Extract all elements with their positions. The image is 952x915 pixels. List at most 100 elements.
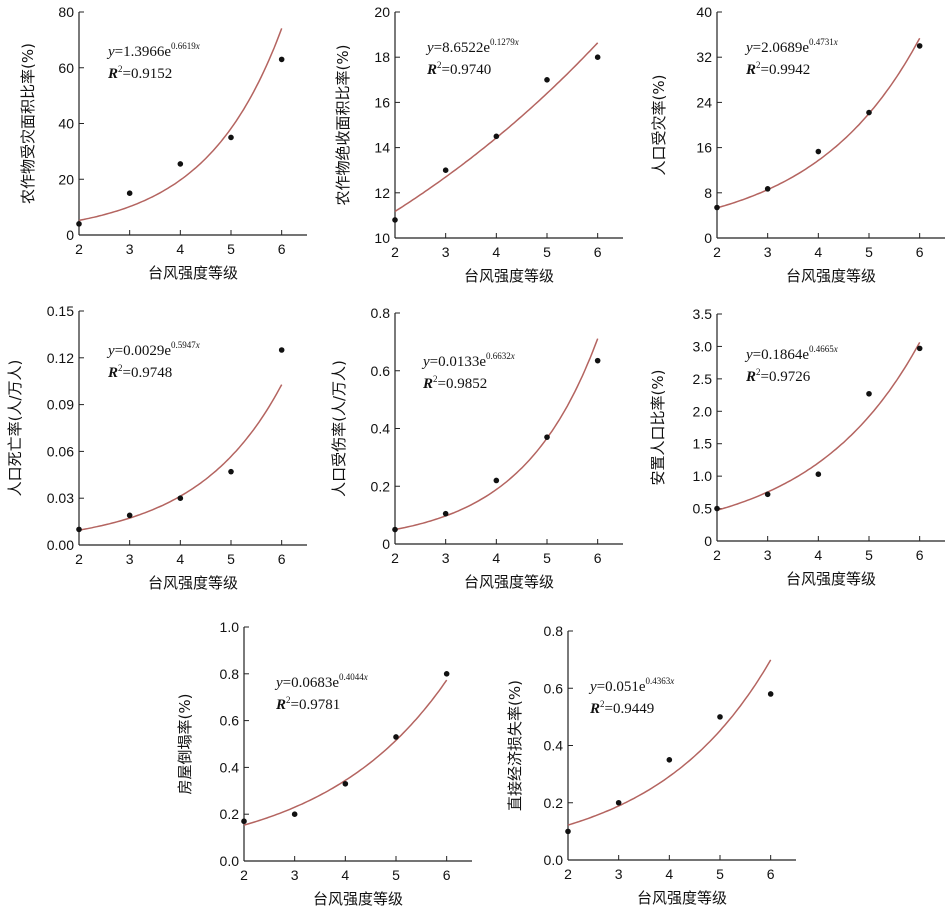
- y-tick-label: 0.00: [47, 537, 74, 553]
- y-tick-label: 14: [374, 140, 390, 156]
- x-tick-label: 4: [665, 866, 673, 882]
- r-squared-label: R2=0.9781: [275, 695, 340, 713]
- x-tick-label: 5: [227, 551, 235, 567]
- fit-curve: [243, 679, 448, 826]
- data-point: [342, 780, 349, 787]
- y-tick-label: 3.5: [693, 306, 713, 322]
- x-axis-title: 台风强度等级: [464, 573, 554, 591]
- y-axis-title: 人口死亡率(人/万人): [6, 360, 24, 497]
- fit-equation: y=0.0029e0.5947x: [106, 340, 200, 359]
- fit-curve: [394, 42, 599, 213]
- y-tick-label: 24: [696, 94, 712, 110]
- x-tick-label: 5: [716, 866, 724, 882]
- data-point: [714, 505, 720, 512]
- y-tick-label: 0: [66, 227, 74, 243]
- y-tick-label: 0.8: [544, 623, 564, 639]
- x-tick-label: 3: [764, 244, 772, 260]
- fit-equation: y=2.0689e0.4731x: [744, 37, 838, 56]
- x-tick-label: 6: [594, 244, 602, 260]
- y-tick-label: 0: [704, 533, 712, 549]
- y-tick-label: 0.06: [47, 443, 74, 459]
- fit-curve: [716, 342, 921, 512]
- y-tick-label: 0.6: [544, 680, 564, 696]
- x-tick-label: 4: [492, 244, 500, 260]
- x-tick-label: 6: [278, 241, 286, 257]
- y-tick-label: 16: [696, 140, 712, 156]
- y-tick-label: 0.6: [371, 363, 391, 379]
- data-point: [228, 468, 234, 475]
- x-tick-label: 2: [391, 550, 399, 566]
- x-tick-label: 6: [767, 866, 775, 882]
- y-axis-title: 农作物受灾面积比率(%): [19, 43, 37, 204]
- data-point: [177, 161, 184, 167]
- data-point: [815, 148, 822, 155]
- x-tick-label: 5: [227, 241, 235, 257]
- x-axis-title: 台风强度等级: [148, 264, 238, 282]
- data-point: [594, 357, 601, 364]
- y-tick-label: 2.5: [693, 371, 713, 387]
- y-tick-label: 0.2: [220, 806, 240, 822]
- x-tick-label: 3: [126, 551, 134, 567]
- data-point: [544, 434, 550, 440]
- r-squared-label: R2=0.9740: [426, 60, 491, 78]
- data-point: [866, 390, 872, 397]
- y-tick-label: 0.8: [371, 305, 391, 321]
- x-tick-label: 5: [865, 547, 873, 563]
- r-squared-label: R2=0.9449: [589, 699, 654, 717]
- y-tick-label: 40: [696, 4, 712, 20]
- data-point: [392, 217, 398, 223]
- fit-curve: [716, 37, 921, 209]
- x-tick-label: 5: [865, 244, 873, 260]
- y-tick-label: 1.0: [693, 468, 713, 484]
- data-point: [126, 512, 133, 519]
- y-tick-label: 12: [374, 185, 390, 201]
- chart-panel-6: 0 0.5 1.0 1.5 2.0 2.5 3.0 3.5 2 3 4 5 6 台风强度等级 安置人口比率(…: [649, 306, 945, 588]
- fit-curve: [567, 659, 772, 826]
- data-point: [278, 347, 285, 353]
- x-tick-label: 3: [442, 550, 450, 566]
- y-tick-label: 0.4: [371, 421, 391, 437]
- x-tick-label: 2: [713, 244, 721, 260]
- x-tick-label: 2: [75, 241, 83, 257]
- r-squared-label: R2=0.9942: [745, 60, 810, 78]
- data-point: [76, 526, 82, 533]
- x-tick-label: 3: [291, 867, 299, 883]
- x-tick-label: 5: [543, 550, 551, 566]
- x-tick-label: 6: [594, 550, 602, 566]
- x-tick-label: 4: [341, 867, 349, 883]
- chart-panel-5: 0 0.2 0.4 0.6 0.8 2 3 4 5 6 台风强度等级 人口受伤率(人/万人) y=0.0…: [330, 305, 623, 591]
- y-tick-label: 1.5: [693, 436, 713, 452]
- y-tick-label: 40: [58, 116, 74, 132]
- r-squared-label: R2=0.9152: [107, 64, 172, 82]
- y-tick-label: 2.0: [693, 403, 713, 419]
- y-axis-title: 人口受伤率(人/万人): [330, 360, 348, 497]
- data-point: [278, 56, 285, 63]
- y-tick-label: 16: [374, 94, 390, 110]
- y-tick-label: 0.4: [544, 738, 564, 754]
- data-point: [493, 477, 500, 484]
- x-tick-label: 4: [176, 241, 184, 257]
- data-point: [615, 799, 622, 806]
- data-point: [392, 526, 398, 533]
- y-tick-label: 10: [374, 230, 390, 246]
- x-axis-title: 台风强度等级: [637, 889, 727, 907]
- fit-equation: y=0.1864e0.4665x: [744, 344, 838, 363]
- data-point: [594, 54, 601, 60]
- x-tick-label: 2: [713, 547, 721, 563]
- data-point: [177, 495, 184, 502]
- fit-equation: y=0.0683e0.4044x: [274, 672, 368, 691]
- x-tick-label: 2: [564, 866, 572, 882]
- fit-equation: y=0.0133e0.6632x: [421, 351, 515, 370]
- x-tick-label: 6: [443, 867, 451, 883]
- y-tick-label: 0.03: [47, 490, 74, 506]
- x-tick-label: 4: [492, 550, 500, 566]
- x-axis-title: 台风强度等级: [786, 570, 876, 588]
- x-tick-label: 5: [392, 867, 400, 883]
- x-tick-label: 4: [176, 551, 184, 567]
- x-tick-label: 2: [240, 867, 248, 883]
- fit-equation: y=0.051e0.4363x: [588, 676, 674, 695]
- data-point: [493, 133, 500, 140]
- data-point: [443, 671, 450, 677]
- y-tick-label: 0.2: [544, 795, 564, 811]
- x-tick-label: 2: [75, 551, 83, 567]
